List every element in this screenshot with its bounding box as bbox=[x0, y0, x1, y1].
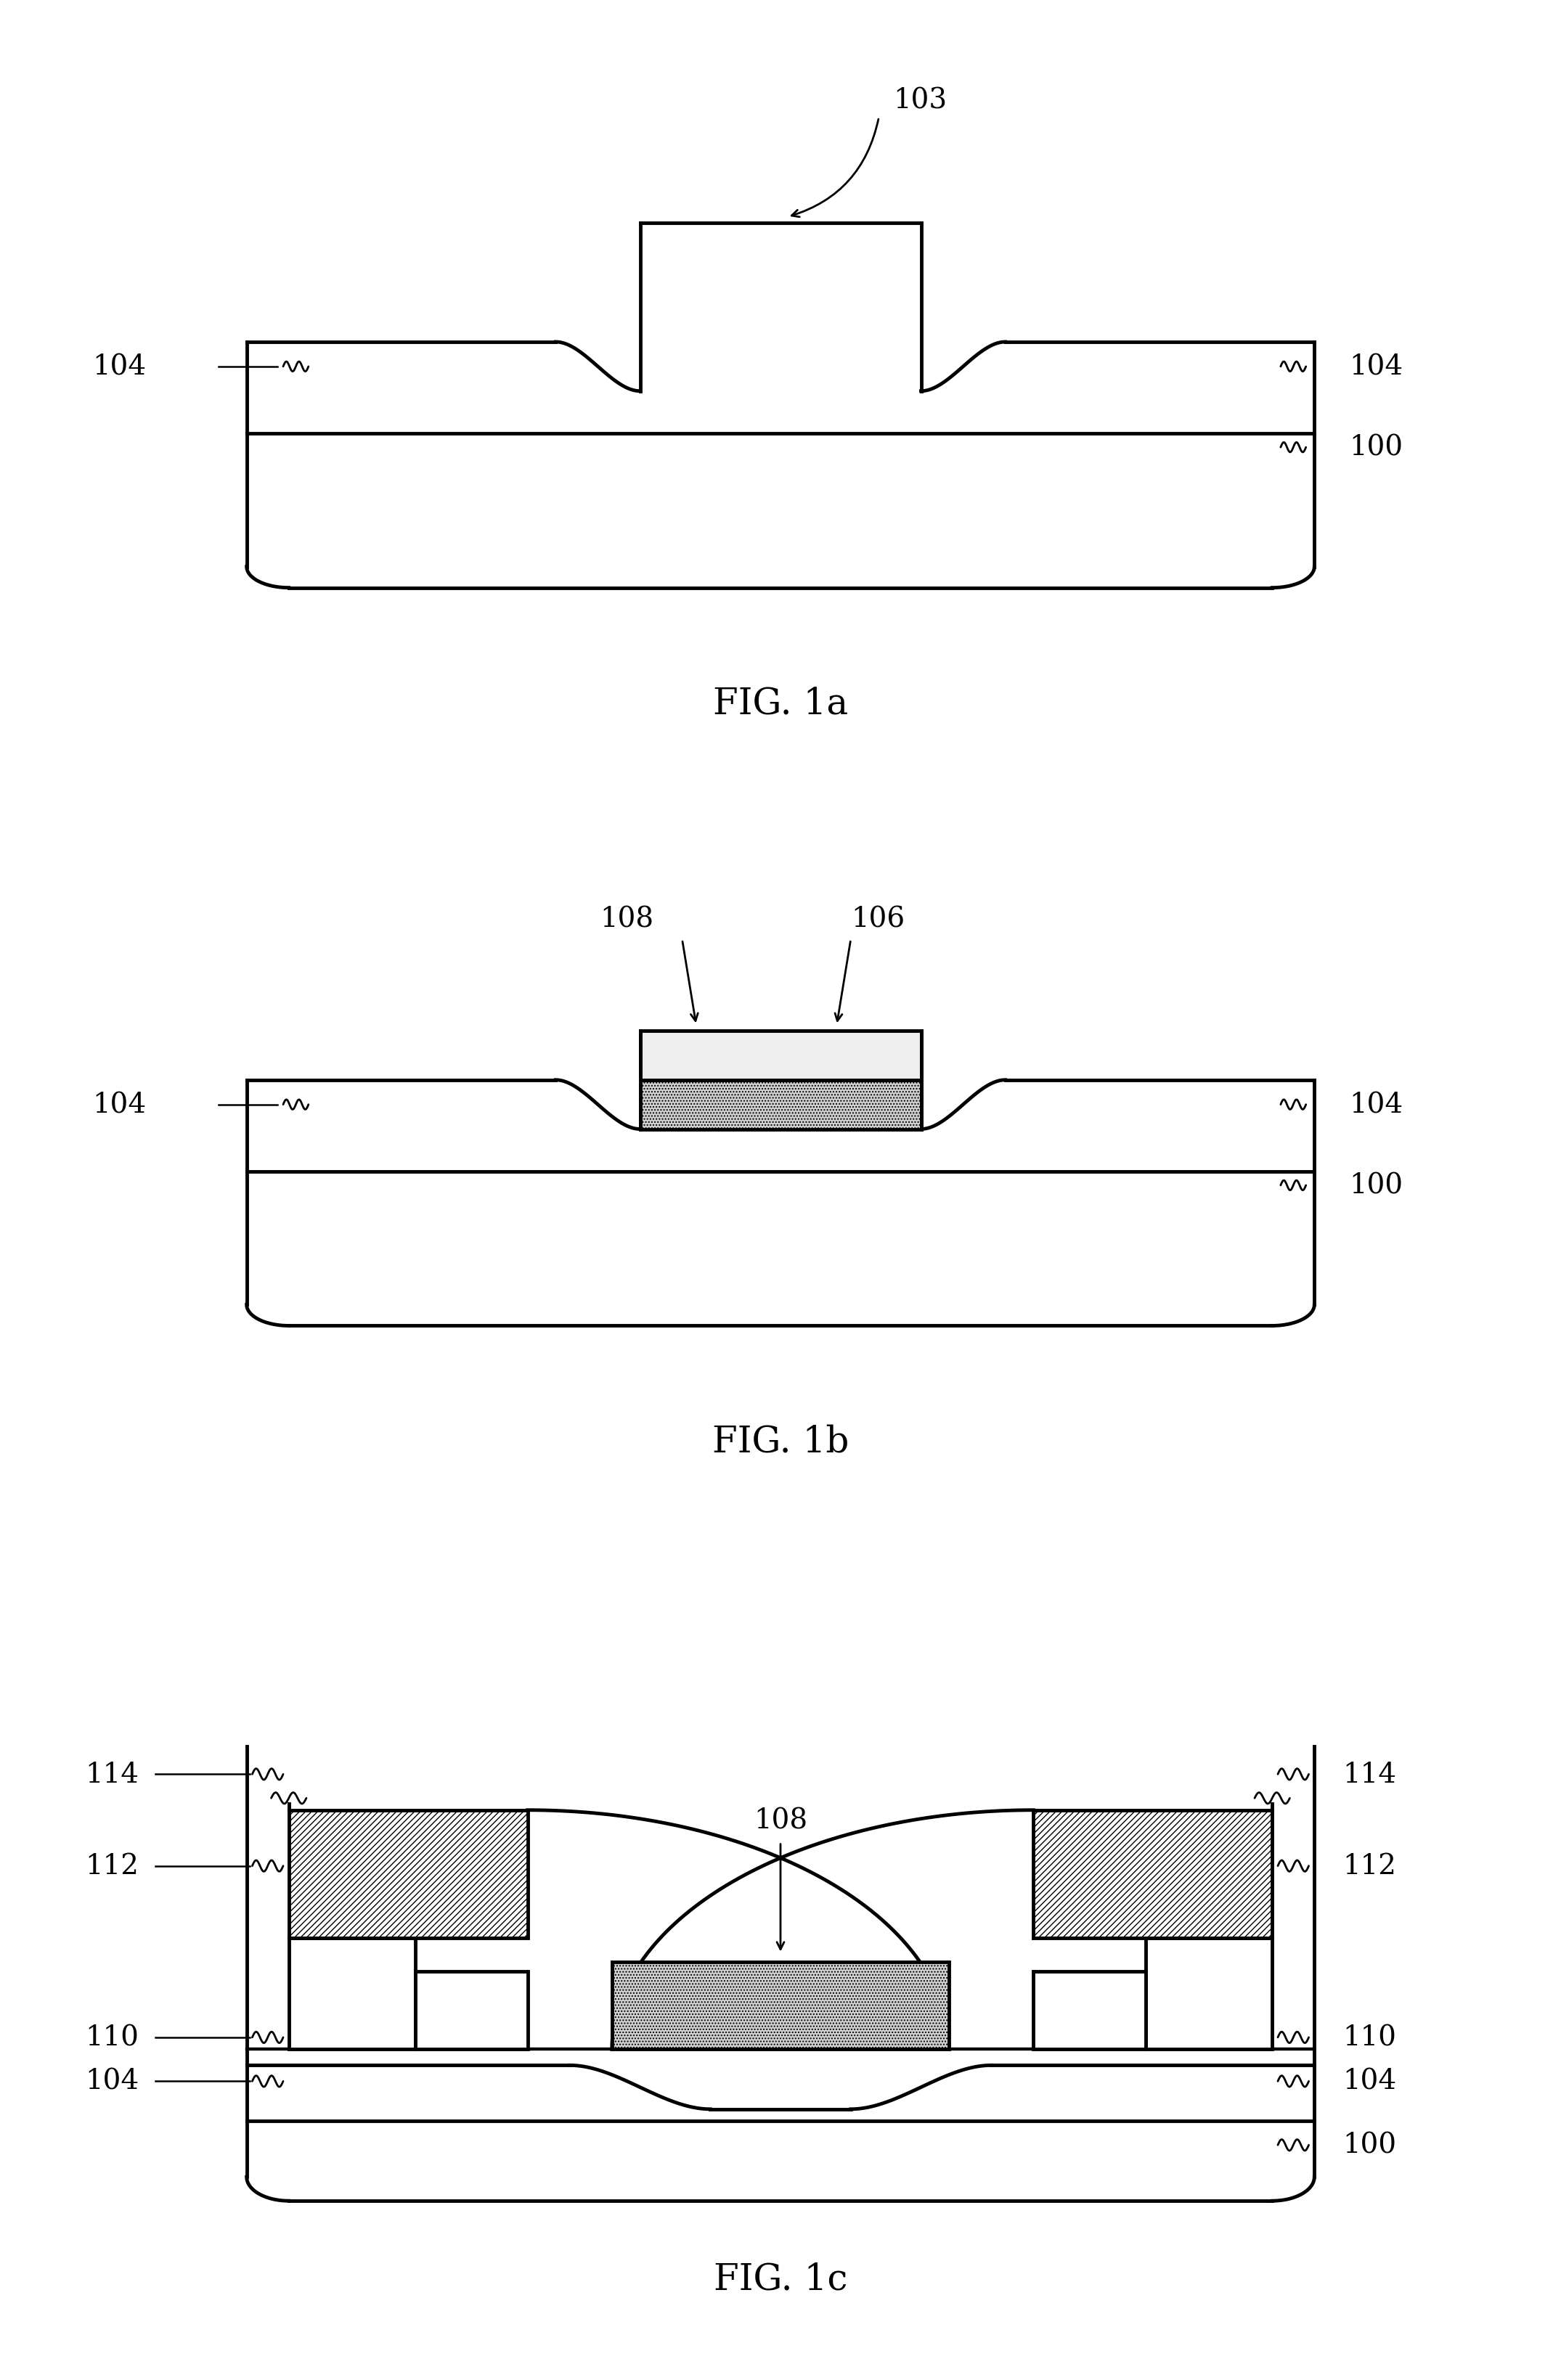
Text: 100: 100 bbox=[1350, 1173, 1403, 1200]
Text: 110: 110 bbox=[1342, 2023, 1396, 2052]
Bar bbox=[289, 1937, 415, 2049]
Text: 112: 112 bbox=[1342, 1852, 1396, 1880]
Text: 104: 104 bbox=[92, 355, 147, 381]
Text: FIG. 1a: FIG. 1a bbox=[713, 685, 848, 721]
Text: 114: 114 bbox=[84, 1761, 139, 1787]
Bar bbox=[1033, 1811, 1272, 1937]
Text: 103: 103 bbox=[893, 88, 946, 114]
Bar bbox=[1033, 1971, 1146, 2049]
Text: 108: 108 bbox=[601, 907, 654, 933]
Text: 100: 100 bbox=[1342, 2132, 1396, 2159]
Text: 110: 110 bbox=[84, 2023, 139, 2052]
Bar bbox=[640, 1031, 921, 1081]
Text: FIG. 1b: FIG. 1b bbox=[712, 1423, 849, 1459]
Bar bbox=[415, 1971, 528, 2049]
Text: 104: 104 bbox=[84, 2068, 139, 2094]
Text: 114: 114 bbox=[1342, 1761, 1396, 1787]
Text: 104: 104 bbox=[1350, 355, 1403, 381]
Text: FIG. 1c: FIG. 1c bbox=[713, 2261, 848, 2297]
Text: 104: 104 bbox=[92, 1092, 147, 1119]
Text: 106: 106 bbox=[851, 907, 904, 933]
Text: 104: 104 bbox=[1342, 2068, 1397, 2094]
Text: 108: 108 bbox=[754, 1806, 807, 1835]
Text: 104: 104 bbox=[1350, 1092, 1403, 1119]
Bar bbox=[612, 1961, 949, 2049]
Bar bbox=[289, 1811, 528, 1937]
Text: 112: 112 bbox=[84, 1852, 139, 1880]
Text: 100: 100 bbox=[1350, 436, 1403, 462]
Bar bbox=[640, 1081, 921, 1130]
Bar bbox=[1146, 1937, 1272, 2049]
